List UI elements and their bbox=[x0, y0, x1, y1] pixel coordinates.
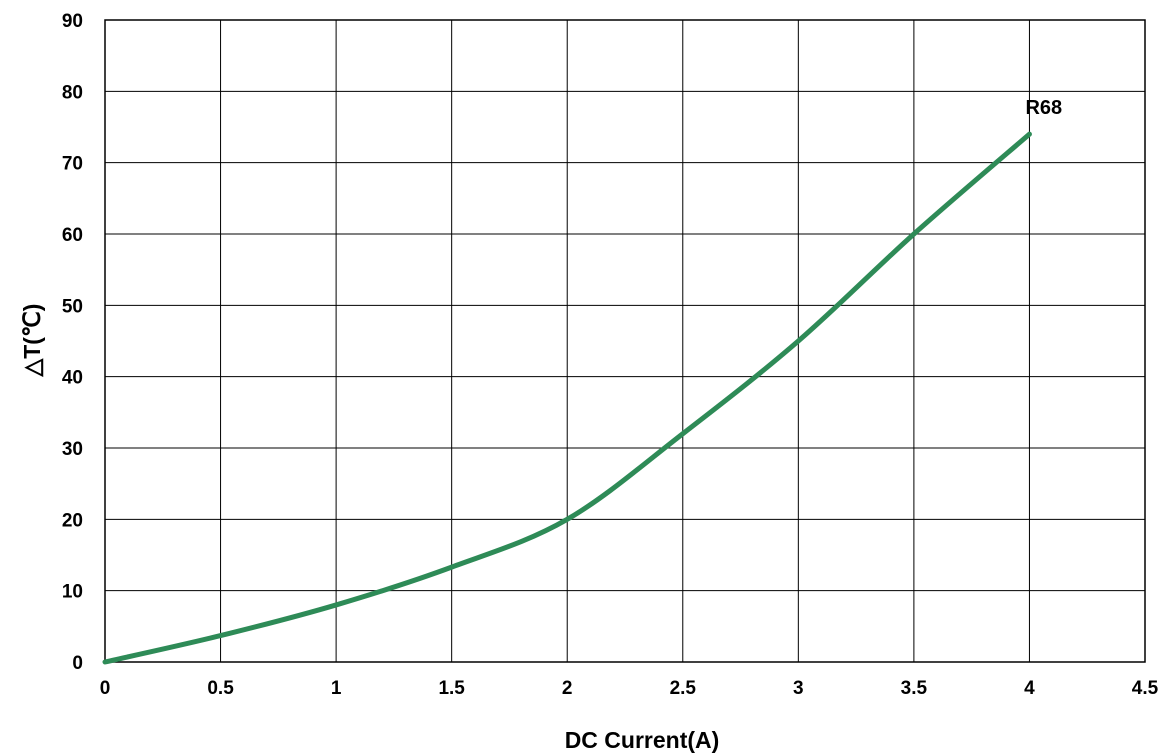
x-tick-label: 1 bbox=[331, 678, 342, 699]
y-tick-label: 60 bbox=[62, 225, 83, 246]
x-tick-label: 2.5 bbox=[670, 678, 697, 699]
y-tick-labels: 0 10 20 30 40 50 60 70 80 90 bbox=[62, 11, 83, 674]
x-tick-label: 4.5 bbox=[1132, 678, 1159, 699]
x-tick-label: 4 bbox=[1024, 678, 1035, 699]
series-layer: R68 bbox=[102, 97, 1062, 665]
grid bbox=[104, 19, 1146, 663]
y-tick-label: 70 bbox=[62, 154, 83, 175]
y-tick-label: 30 bbox=[62, 439, 83, 460]
x-tick-label: 1.5 bbox=[438, 678, 465, 699]
y-tick-label: 50 bbox=[62, 296, 83, 317]
y-axis-title: △T(℃) bbox=[19, 304, 45, 378]
y-tick-label: 20 bbox=[62, 510, 83, 531]
x-tick-label: 3.5 bbox=[901, 678, 928, 699]
x-axis-title: DC Current(A) bbox=[565, 727, 720, 753]
plot-border bbox=[104, 19, 1146, 663]
y-tick-label: 10 bbox=[62, 582, 83, 603]
x-tick-label: 3 bbox=[793, 678, 804, 699]
y-tick-label: 40 bbox=[62, 368, 83, 389]
y-tick-label: 80 bbox=[62, 82, 83, 103]
y-tick-label: 90 bbox=[62, 11, 83, 32]
series-line-r68 bbox=[102, 131, 1032, 665]
x-tick-label: 2 bbox=[562, 678, 573, 699]
y-tick-label: 0 bbox=[72, 653, 83, 674]
x-tick-label: 0 bbox=[100, 678, 111, 699]
x-tick-label: 0.5 bbox=[207, 678, 234, 699]
series-label: R68 bbox=[1025, 97, 1062, 119]
x-tick-labels: 0 0.5 1 1.5 2 2.5 3 3.5 4 4.5 bbox=[100, 678, 1159, 699]
